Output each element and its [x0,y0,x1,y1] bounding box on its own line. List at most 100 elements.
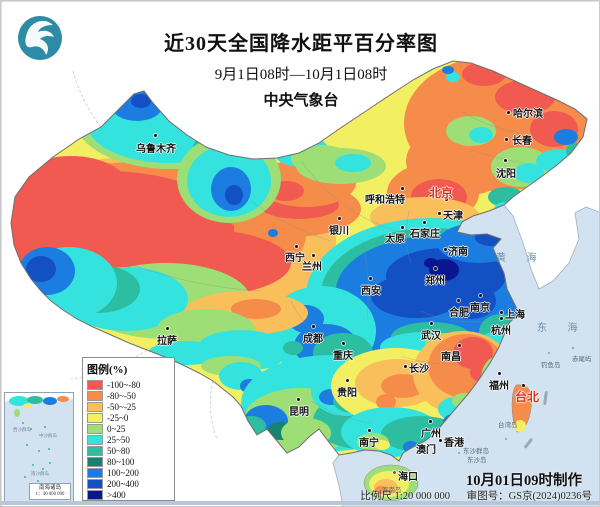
city-label: 石家庄 [410,229,440,240]
city-label: 拉萨 [157,336,177,347]
sea-label: 黄 海 [496,253,546,264]
inset-map-art [5,393,73,482]
legend-swatch [87,467,103,478]
legend-row: 100~200 [87,467,174,478]
bottom-frame-band [1,501,599,505]
inset-island-label: 南沙群岛 [31,471,49,476]
city-dot [294,244,298,248]
city-label: 澳门 [416,445,436,456]
city-dot [345,378,349,382]
map-scale: 比例尺 1:20 000 000 [360,491,450,502]
city-label: 太原 [385,234,405,245]
city-label: 昆明 [289,407,309,418]
taiwan-island [511,384,532,433]
city-dot [438,438,442,442]
city-dot [506,110,510,114]
city-dot [433,266,437,270]
city-dot [296,397,300,401]
city-label: 银川 [329,226,349,237]
legend-row: 50~80 [87,445,174,456]
legend-label: -25~0 [107,412,129,423]
city-dot [443,247,447,251]
city-dot [521,383,525,387]
city-dot [311,324,315,328]
city-label: 贵阳 [337,388,357,399]
legend-row: >400 [87,489,174,500]
city-dot [392,470,396,474]
legend-label: -100~-80 [107,379,141,390]
city-label: 北京 [429,186,454,200]
city-dot [400,186,404,190]
city-label: 呼和浩特 [365,195,405,206]
city-dot [368,276,372,280]
city-dot [456,298,460,302]
legend-row: -100~-80 [87,379,174,390]
island-label: 台湾岛 [498,422,518,429]
city-label: 合肥 [449,308,469,319]
legend-title: 图例(%) [87,364,128,376]
city-dot [165,326,169,330]
legend-swatch [87,445,103,456]
legend-swatch [87,489,103,500]
island-label: 东沙岛 [467,457,487,464]
legend: 图例(%) -100~-80 -80~-50 -50~-25 -25~0 0~25 25~… [82,357,175,501]
legend-row: 25~50 [87,434,174,445]
inset-island-label: 西沙群岛 [13,427,31,432]
legend-swatch [87,478,103,489]
city-dot [499,310,503,314]
legend-label: >400 [107,489,126,500]
legend-swatch [87,456,103,467]
south-china-sea-inset: 西沙群岛中沙群岛南沙群岛 南海诸岛 1：40 000 000 [4,392,74,504]
legend-label: 0~25 [107,423,126,434]
inset-scale: 1：40 000 000 [35,492,65,498]
city-dot [437,211,441,215]
city-dot [497,371,501,375]
legend-swatch [87,379,103,390]
island-label: 赤尾屿 [572,356,592,363]
city-dot [457,343,461,347]
city-dot [504,137,508,141]
inset-title: 南海诸岛 [38,485,61,492]
city-label: 广州 [421,429,441,440]
production-time: 10月01日09时制作 [466,473,582,489]
city-label: 杭州 [491,326,511,337]
inset-island-label: 中沙群岛 [39,433,57,438]
city-label: 沈阳 [496,169,516,180]
legend-label: -80~-50 [107,390,136,401]
city-label: 长沙 [409,364,429,375]
city-dot [403,364,407,368]
city-label: 西宁 [285,253,305,264]
city-label: 海口 [398,472,418,483]
legend-swatch [87,412,103,423]
city-label: 福州 [489,381,509,392]
city-dot [503,158,507,162]
city-label: 郑州 [425,276,445,287]
city-dot [429,321,433,325]
legend-label: 25~50 [107,434,130,445]
city-label: 西安 [361,286,381,297]
inset-caption-box: 南海诸岛 1：40 000 000 [29,483,71,500]
sea-label: 东 海 [537,323,587,334]
hainan-island [363,464,419,502]
city-dot [337,216,341,220]
city-label: 台北 [515,390,540,404]
legend-label: -50~-25 [107,401,136,412]
legend-row: -80~-50 [87,390,174,401]
city-dot [400,225,404,229]
city-dot [153,133,157,137]
china-national-border [10,60,588,462]
legend-label: 100~200 [107,467,139,478]
legend-swatch [87,434,103,445]
city-label: 长春 [512,136,532,147]
city-dot [428,419,432,423]
island-label: 海南岛 [382,487,402,494]
legend-rows: -100~-80 -80~-50 -50~-25 -25~0 0~25 25~50 50~8… [87,379,174,500]
legend-swatch [87,390,103,401]
legend-label: 50~80 [107,445,130,456]
cma-logo [18,16,62,60]
legend-swatch [87,423,103,434]
legend-row: -50~-25 [87,401,174,412]
legend-row: -25~0 [87,412,174,423]
